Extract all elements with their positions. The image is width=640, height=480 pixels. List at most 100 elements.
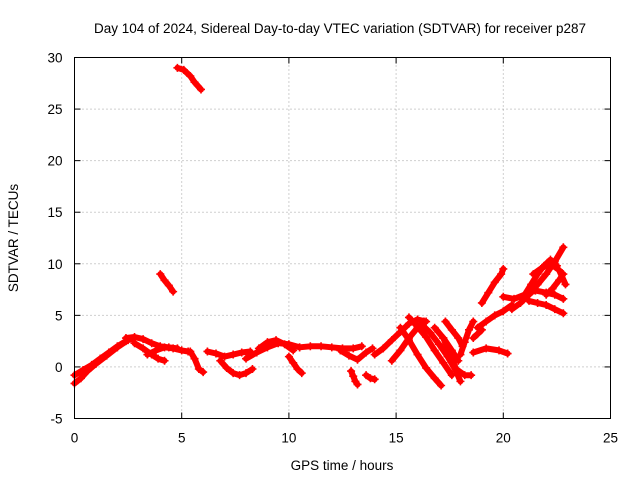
series-track-14 <box>295 342 366 353</box>
data-point <box>143 350 152 359</box>
data-point <box>242 369 251 378</box>
data-point <box>229 369 238 378</box>
data-point <box>546 259 555 268</box>
series-track-10 <box>216 356 257 380</box>
series-line-track-08 <box>187 348 207 376</box>
series-layer <box>70 63 570 390</box>
data-point <box>452 364 461 373</box>
chart-title: Day 104 of 2024, Sidereal Day-to-day VTE… <box>94 21 586 36</box>
data-point <box>370 350 379 359</box>
data-point <box>222 363 231 372</box>
data-point <box>460 338 469 347</box>
data-point <box>177 346 186 355</box>
series-track-06 <box>156 270 178 296</box>
x-tick-label-10: 10 <box>281 431 296 446</box>
data-point <box>344 351 353 360</box>
data-point <box>447 325 456 334</box>
y-tick-label-5: 5 <box>55 308 63 323</box>
data-point <box>353 355 362 364</box>
data-point <box>430 374 439 383</box>
data-point <box>404 336 413 345</box>
data-point <box>533 298 542 307</box>
data-point <box>293 364 302 373</box>
x-tick-label-25: 25 <box>603 431 618 446</box>
data-point <box>477 325 486 334</box>
series-track-36 <box>542 270 568 299</box>
data-point <box>469 348 478 357</box>
data-point <box>490 278 499 287</box>
data-point <box>366 374 375 383</box>
series-line-track-07 <box>174 64 204 93</box>
data-point <box>362 371 371 380</box>
data-point <box>537 263 546 272</box>
data-point <box>439 334 448 343</box>
series-track-22 <box>417 320 465 386</box>
series-track-27 <box>469 344 512 358</box>
data-point <box>499 264 508 273</box>
y-tick-label-20: 20 <box>47 154 62 169</box>
data-point <box>186 347 195 356</box>
data-point <box>497 270 506 279</box>
data-point <box>263 338 272 347</box>
data-point <box>499 307 508 316</box>
x-tick-label-20: 20 <box>496 431 511 446</box>
series-track-05 <box>143 343 193 359</box>
data-point <box>477 298 486 307</box>
tick-layer: 0 5 10 15 20 25 -5 0 5 10 15 20 25 30 <box>47 51 618 446</box>
data-point <box>160 276 169 285</box>
data-point <box>417 320 426 329</box>
data-point <box>186 72 195 81</box>
series-track-02 <box>70 337 130 380</box>
series-line-track-21 <box>406 314 455 379</box>
data-point <box>525 296 534 305</box>
data-point <box>542 290 551 299</box>
data-point <box>169 287 178 296</box>
series-line-track-13 <box>285 353 305 377</box>
data-point <box>387 336 396 345</box>
data-point <box>289 358 298 367</box>
data-point <box>173 63 182 72</box>
data-point <box>357 342 366 351</box>
data-point <box>456 350 465 359</box>
data-point <box>327 343 336 352</box>
y-tick-label-15: 15 <box>47 205 62 220</box>
data-point <box>490 311 499 320</box>
data-point <box>169 344 178 353</box>
data-point <box>396 323 405 332</box>
data-point <box>542 301 551 310</box>
x-tick-label-5: 5 <box>178 431 186 446</box>
data-point <box>550 290 559 299</box>
data-point <box>469 334 478 343</box>
data-point <box>289 346 298 355</box>
data-point <box>441 317 450 326</box>
series-track-29 <box>477 264 508 307</box>
data-point <box>520 290 529 299</box>
data-point <box>437 381 446 390</box>
data-point <box>454 334 463 343</box>
series-line-track-24 <box>442 318 466 350</box>
data-point <box>121 334 130 343</box>
data-point <box>434 340 443 349</box>
data-point <box>237 348 246 357</box>
data-point <box>242 354 251 363</box>
data-point <box>447 354 456 363</box>
data-point <box>482 317 491 326</box>
series-line-track-16 <box>348 368 361 388</box>
data-point <box>229 350 238 359</box>
series-track-28 <box>473 301 516 332</box>
data-point <box>151 346 160 355</box>
data-point <box>404 313 413 322</box>
data-point <box>559 294 568 303</box>
data-point <box>548 284 557 293</box>
series-line-track-20 <box>397 324 445 389</box>
data-point <box>362 348 371 357</box>
data-point <box>156 270 165 279</box>
data-point <box>254 344 263 353</box>
series-track-30 <box>469 325 486 343</box>
data-point <box>443 344 452 353</box>
data-point <box>368 344 377 353</box>
y-axis-label: SDTVAR / TECUs <box>6 184 21 293</box>
series-track-09 <box>203 347 255 361</box>
data-point <box>484 288 493 297</box>
series-line-track-27 <box>470 345 511 357</box>
